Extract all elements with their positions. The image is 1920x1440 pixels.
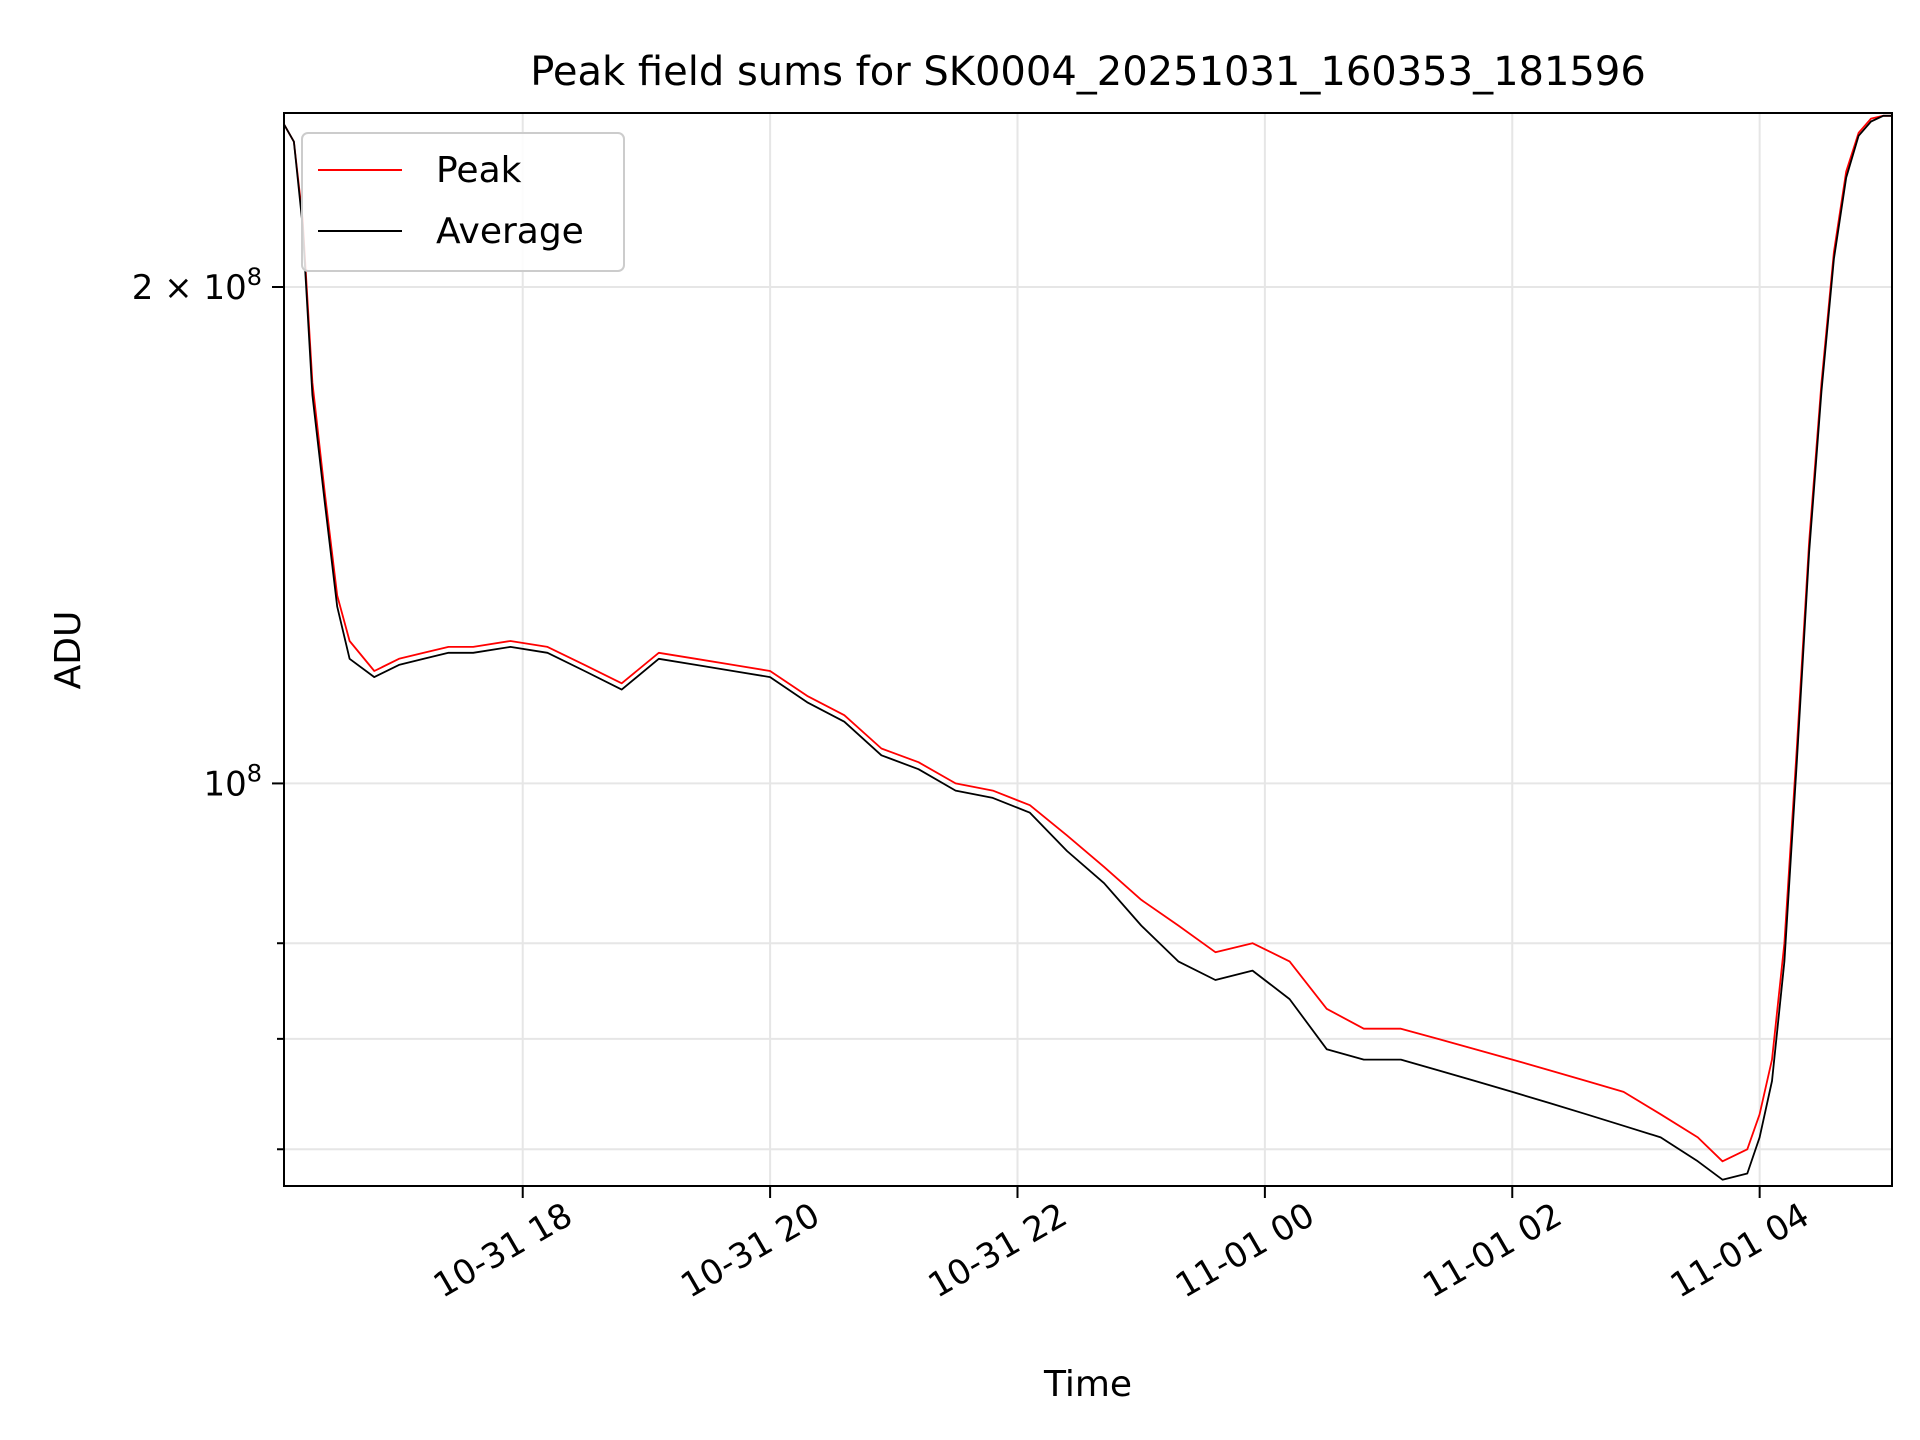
series-line-peak (284, 114, 1892, 1163)
grid (284, 113, 1892, 1186)
plot-area (284, 114, 1892, 1181)
legend-box (301, 132, 625, 272)
legend-peak-label: Peak (436, 150, 522, 191)
series-line-average (284, 114, 1892, 1181)
chart-title: Peak field sums for SK0004_20251031_1603… (530, 49, 1646, 95)
y-tick-label: 2 × 108 (132, 263, 262, 308)
x-axis-label: Time (1043, 1364, 1132, 1405)
y-axis-label: ADU (48, 611, 89, 690)
legend-average-label: Average (436, 211, 584, 252)
axes-frame (283, 112, 1893, 1187)
y-tick-label: 108 (203, 759, 262, 804)
legend: Peak Average (301, 132, 625, 272)
series-layer (284, 114, 1892, 1181)
